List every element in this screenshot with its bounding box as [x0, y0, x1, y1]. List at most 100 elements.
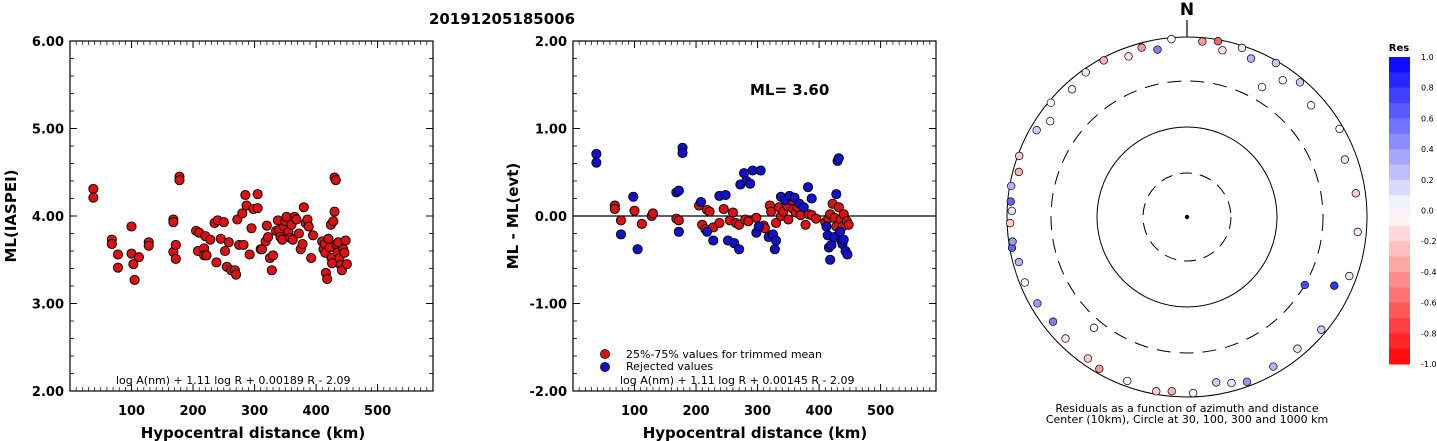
rejected-residual-point [615, 229, 627, 240]
ml-data-point [330, 175, 341, 186]
ml-data-point [112, 262, 124, 273]
ml-data-point [170, 239, 181, 250]
middle-formula: log A(nm) + 1.11 log R + 0.00145 R - 2.0… [620, 374, 854, 387]
left-axis-ticks: 6.00 5.00 4.00 3.00 2.00 100 200 300 400 500 [32, 35, 433, 419]
colorbar-ticks: 1.0 0.8 0.6 0.4 0.2 0.0 -0.2 -0.4 -0.6 -0.8 -1.0 [1421, 53, 1437, 369]
station-residual-marker [1351, 189, 1360, 198]
ml-data-point [261, 220, 272, 231]
ml-data-point [263, 231, 274, 243]
ml-data-point [291, 214, 302, 225]
left-x-axis-label: Hypocentral distance (km) [141, 424, 366, 441]
rejected-residual-point [673, 185, 684, 196]
ml-value-label: ML= 3.60 [750, 81, 829, 99]
ml-data-point [293, 228, 304, 239]
colorbar-cell [1389, 149, 1410, 165]
ml-data-point [252, 203, 263, 214]
trimmed-residual-point [833, 202, 844, 213]
x-tick-label: 300 [744, 404, 771, 419]
rejected-residual-point [753, 221, 764, 232]
station-residual-marker [1015, 151, 1024, 161]
figure-title: 20191205185006 [429, 10, 575, 28]
rejected-residual-point [695, 196, 707, 208]
ml-data-point [341, 259, 352, 270]
ml-data-point [112, 249, 124, 260]
station-residual-marker [1295, 78, 1305, 87]
x-tick-label: 100 [118, 404, 145, 419]
station-residual-marker [1046, 98, 1055, 107]
polar-caption-line2: Center (10km), Circle at 30, 100, 300 an… [1046, 413, 1328, 426]
ml-data-point [244, 249, 255, 260]
station-residual-marker [1014, 167, 1024, 177]
rejected-residual-point [755, 165, 766, 176]
colorbar-tick-label: -0.8 [1421, 329, 1437, 338]
ml-data-point [170, 253, 181, 264]
trimmed-residual-point [718, 203, 729, 215]
station-residual-marker [1046, 117, 1055, 126]
ml-data-point [223, 237, 234, 248]
station-residual-marker [1137, 43, 1146, 52]
north-label: N [1180, 0, 1194, 20]
station-residual-marker [1345, 271, 1354, 281]
rejected-residual-point [745, 178, 756, 189]
rejected-residual-point [677, 147, 688, 159]
rejected-residual-point [708, 235, 719, 246]
x-tick-label: 300 [241, 404, 268, 419]
station-residual-marker [1032, 126, 1041, 135]
ml-data-point [322, 273, 333, 285]
station-residual-marker [1167, 387, 1176, 396]
colorbar-tick-label: 1.0 [1421, 53, 1434, 62]
ml-data-point [240, 189, 251, 201]
ml-data-point [126, 221, 137, 232]
ml-data-point [328, 216, 339, 227]
station-residual-marker [1099, 56, 1108, 65]
station-residual-marker [1242, 377, 1252, 386]
ml-data-point [306, 252, 317, 264]
y-tick-label: -1.00 [530, 298, 567, 313]
ml-data-point [133, 252, 144, 263]
station-residual-marker [1167, 35, 1176, 44]
station-residual-marker [1269, 362, 1278, 371]
colorbar-cell [1389, 256, 1410, 273]
ml-data-point [88, 192, 99, 203]
station-residual-marker [1237, 43, 1247, 53]
rejected-residual-point [842, 249, 853, 260]
ml-data-point [298, 202, 309, 213]
colorbar-cell [1389, 225, 1410, 242]
colorbar-cell [1389, 271, 1410, 288]
rejected-residual-point [734, 244, 745, 255]
ml-data-point [307, 230, 319, 241]
trimmed-residual-point [615, 215, 627, 226]
x-tick-label: 500 [364, 404, 391, 419]
y-tick-label: 4.00 [32, 210, 64, 225]
colorbar-cell [1389, 164, 1410, 181]
station-residual-marker [1067, 85, 1077, 94]
station-residual-marker [1317, 325, 1326, 334]
colorbar-cell [1389, 302, 1410, 319]
x-tick-label: 400 [806, 404, 833, 419]
ml-data-point [297, 238, 308, 250]
y-tick-label: 0.00 [535, 210, 567, 225]
trimmed-residual-point [751, 212, 762, 223]
colorbar-cell [1389, 179, 1410, 196]
ml-data-point [323, 233, 334, 244]
rejected-residual-point [838, 234, 849, 245]
ml-data-point [106, 238, 117, 250]
colorbar-cell [1389, 348, 1410, 365]
ml-data-point [339, 247, 350, 258]
colorbar-tick-label: -1.0 [1421, 360, 1437, 369]
trimmed-residual-point [783, 214, 794, 225]
ml-data-point [287, 234, 298, 245]
station-residual-marker [1300, 280, 1309, 290]
middle-x-axis-label: Hypocentral distance (km) [643, 424, 868, 441]
colorbar-cell [1389, 317, 1410, 334]
colorbar-cell [1389, 210, 1410, 227]
trimmed-residual-point [800, 219, 811, 230]
polar-circle-300km [1050, 80, 1324, 354]
ml-data-point [238, 239, 249, 250]
y-tick-label: 5.00 [32, 123, 64, 138]
ml-data-point [266, 265, 277, 276]
rejected-residual-point [632, 244, 643, 255]
rejected-residual-point [702, 226, 713, 237]
colorbar-cell [1389, 87, 1410, 104]
station-residual-marker [1152, 387, 1161, 396]
